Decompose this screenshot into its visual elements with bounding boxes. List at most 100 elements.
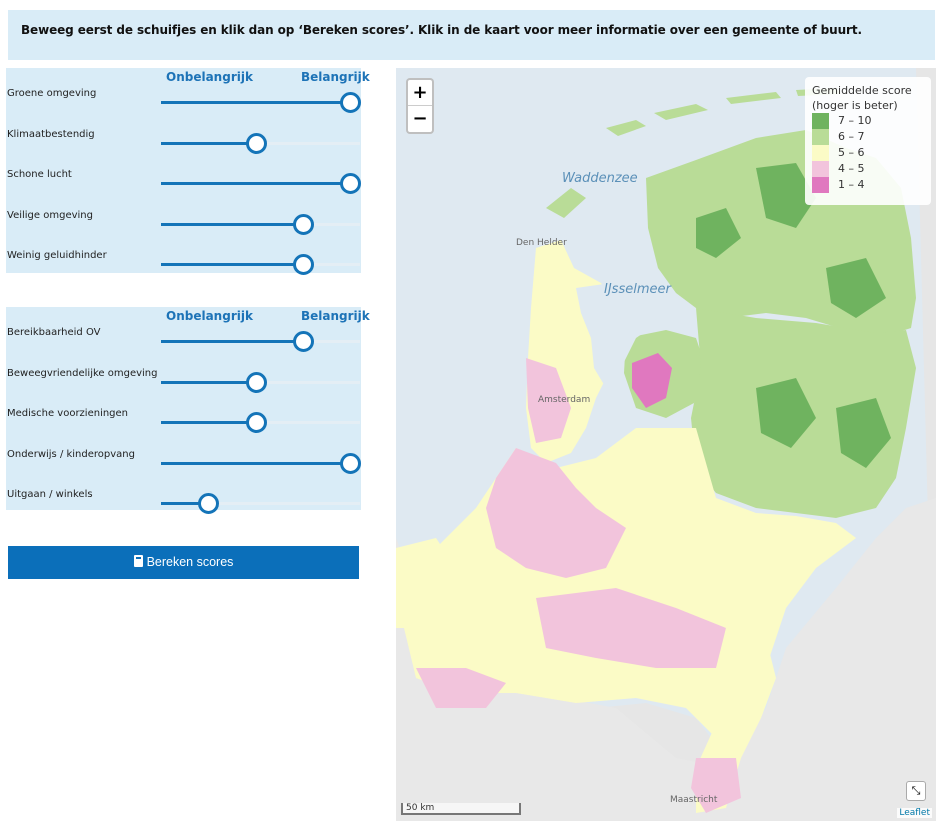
region-randstad[interactable] [486, 448, 626, 578]
scale-high-label: Belangrijk [301, 70, 370, 84]
scale-high-label: Belangrijk [301, 309, 370, 323]
calculator-icon [133, 555, 143, 567]
slider-label: Groene omgeving [7, 88, 97, 99]
slider-label: Klimaatbestendig [7, 128, 95, 140]
slider-handle[interactable] [246, 412, 267, 433]
island-texel-south[interactable] [546, 188, 586, 218]
legend-swatch [812, 113, 829, 129]
legend-item: 4 – 5 [812, 161, 924, 177]
slider-row: Medische voorzieningen [6, 406, 361, 446]
slider-fill [161, 340, 303, 343]
zoom-in-button[interactable]: + [408, 80, 432, 106]
slider-handle[interactable] [293, 331, 314, 352]
slider-fill [161, 502, 208, 505]
slider-track[interactable] [161, 173, 361, 194]
amsterdam-label: Amsterdam [538, 395, 591, 405]
slider-track[interactable] [161, 132, 360, 154]
slider-row: Weinig geluidhinder [6, 248, 361, 288]
slider-label: Onderwijs / kinderopvang [7, 448, 135, 460]
slider-fill [161, 141, 256, 145]
slider-row: Klimaatbestendig [6, 127, 361, 167]
slider-fill [161, 182, 350, 185]
belgium-germany-land [396, 498, 936, 821]
waddenzee-label: Waddenzee [562, 171, 638, 186]
slider-label: Uitgaan / winkels [7, 489, 93, 500]
maastricht-label: Maastricht [670, 795, 718, 805]
scale-low-label: Onbelangrijk [166, 309, 253, 323]
slider-handle[interactable] [246, 371, 267, 393]
ijsselmeer-water [576, 283, 658, 388]
legend-item: 6 – 7 [812, 129, 924, 145]
legend-swatch [812, 177, 829, 193]
calculate-scores-button[interactable]: Bereken scores [8, 546, 359, 579]
slider-handle[interactable] [293, 254, 314, 275]
slider-fill [161, 461, 350, 465]
legend-item: 1 – 4 [812, 177, 924, 193]
slider-track[interactable] [161, 254, 360, 275]
map-scale: 50 km [401, 803, 521, 815]
slider-handle[interactable] [340, 173, 361, 194]
slider-row: Veilige omgeving [6, 208, 361, 248]
slider-label: Veilige omgeving [7, 209, 93, 221]
island-ameland[interactable] [726, 92, 781, 104]
slider-handle[interactable] [198, 493, 219, 514]
calculate-scores-label: Bereken scores [146, 555, 234, 569]
region-zaanstreek[interactable] [526, 358, 571, 443]
slider-track[interactable] [161, 92, 361, 113]
slider-handle[interactable] [246, 132, 267, 154]
instruction-banner: Beweeg eerst de schuifjes en klik dan op… [8, 10, 935, 60]
patch-green [756, 378, 816, 448]
slider-track[interactable] [161, 371, 360, 393]
map-attribution-link[interactable]: Leaflet [897, 808, 932, 818]
legend-item: 7 – 10 [812, 113, 924, 129]
slider-track[interactable] [161, 493, 360, 514]
patch-green [756, 163, 816, 228]
slider-label: Beweegvriendelijke omgeving [7, 367, 158, 379]
slider-panel-facilities: Onbelangrijk Belangrijk Bereikbaarheid O… [6, 307, 370, 514]
slider-fill [161, 222, 303, 226]
slider-fill [161, 380, 256, 384]
legend-label: 5 – 6 [838, 146, 865, 159]
slider-label: Weinig geluidhinder [7, 250, 107, 261]
island-texel[interactable] [606, 120, 646, 136]
region-zuid-limburg[interactable] [691, 758, 741, 813]
instruction-text: Beweeg eerst de schuifjes en klik dan op… [21, 23, 862, 37]
patch-green [836, 398, 891, 468]
slider-row: Bereikbaarheid OV [6, 325, 361, 365]
slider-track[interactable] [161, 412, 360, 433]
ijsselmeer-label: IJsselmeer [604, 282, 671, 297]
slider-handle[interactable] [293, 213, 314, 235]
region-brabant[interactable] [536, 588, 726, 668]
zoom-out-button[interactable]: − [412, 108, 428, 129]
slider-row: Groene omgeving [6, 86, 361, 126]
den-helder-label: Den Helder [516, 238, 567, 248]
patch-green [826, 258, 886, 318]
island-vlieland-terschelling[interactable] [654, 104, 708, 120]
slider-handle[interactable] [340, 452, 361, 474]
legend-label: 7 – 10 [838, 114, 872, 127]
slider-label: Schone lucht [7, 169, 72, 180]
legend-swatch [812, 129, 829, 145]
slider-panel-environment: Onbelangrijk Belangrijk Groene omgeving K… [6, 68, 370, 275]
region-almere[interactable] [632, 353, 672, 408]
slider-row: Beweegvriendelijke omgeving [6, 366, 361, 406]
slider-track[interactable] [161, 452, 361, 474]
slider-row: Onderwijs / kinderopvang [6, 447, 361, 487]
legend-item: 5 – 6 [812, 145, 924, 161]
patch-green [696, 208, 741, 258]
region-zeeland[interactable] [396, 538, 456, 628]
legend-label: 6 – 7 [838, 130, 865, 143]
slider-fill [161, 101, 350, 104]
slider-track[interactable] [161, 331, 360, 352]
scale-low-label: Onbelangrijk [166, 70, 253, 84]
zoom-control: + − [406, 78, 434, 134]
legend-swatch [812, 145, 829, 161]
slider-handle[interactable] [340, 92, 361, 113]
map-view[interactable]: Waddenzee IJsselmeer Den Helder Amsterda… [396, 68, 936, 821]
slider-track[interactable] [161, 213, 360, 235]
slider-label: Bereikbaarheid OV [7, 327, 101, 338]
region-zeeuws-vlaanderen[interactable] [416, 668, 506, 708]
legend-title: Gemiddelde score (hoger is beter) [812, 84, 912, 112]
expand-icon[interactable]: ⤡ [906, 781, 926, 801]
netherlands-map-shapes[interactable] [396, 68, 936, 821]
